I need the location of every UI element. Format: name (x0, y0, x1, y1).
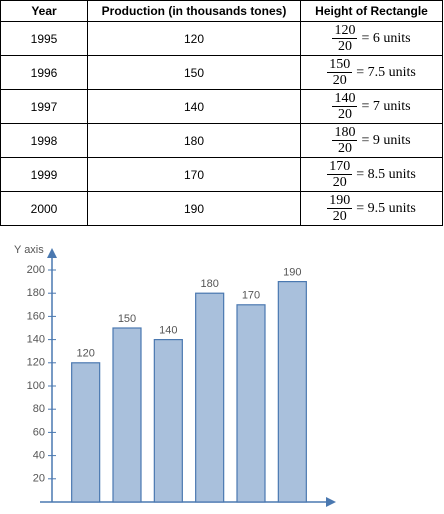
fraction: 190 20 (327, 193, 353, 224)
y-tick-label: 120 (27, 357, 45, 369)
y-tick-label: 40 (33, 450, 45, 462)
numerator: 190 (327, 193, 353, 209)
y-tick-label: 180 (27, 287, 45, 299)
table-body: 1995 120 120 20 = 6 units 1996 150 150 20 = 7.5 u… (0, 21, 443, 226)
fraction: 180 20 (332, 125, 358, 156)
production-cell: 180 (87, 123, 301, 158)
bar (277, 281, 307, 503)
data-label: 180 (200, 278, 218, 290)
y-tick-label: 80 (33, 403, 45, 415)
denominator: 20 (337, 107, 352, 122)
table-row: 1996 150 150 20 = 7.5 units (0, 55, 443, 90)
numerator: 180 (332, 125, 358, 141)
y-tick-label: 140 (27, 334, 45, 346)
height-cell: 120 20 = 6 units (300, 21, 443, 56)
denominator: 20 (332, 73, 347, 88)
y-axis-label: Y axis (14, 244, 44, 256)
data-label: 150 (118, 313, 136, 325)
height-cell: 190 20 = 9.5 units (300, 191, 443, 226)
height-cell: 150 20 = 7.5 units (300, 55, 443, 90)
table-row: 1998 180 180 20 = 9 units (0, 123, 443, 158)
y-axis-arrow (47, 248, 57, 258)
table-row: 1999 170 170 20 = 8.5 units (0, 157, 443, 192)
data-label: 120 (76, 348, 94, 360)
result: = 8.5 units (356, 166, 416, 182)
table-row: 2000 190 190 20 = 9.5 units (0, 191, 443, 226)
numerator: 150 (327, 57, 353, 73)
year-cell: 1996 (0, 55, 88, 90)
denominator: 20 (337, 39, 352, 54)
denominator: 20 (337, 141, 352, 156)
year-cell: 1997 (0, 89, 88, 124)
bar (112, 327, 142, 503)
result: = 6 units (361, 30, 411, 46)
numerator: 170 (327, 159, 353, 175)
production-cell: 190 (87, 191, 301, 226)
bar (71, 362, 101, 503)
result: = 9.5 units (356, 200, 416, 216)
production-cell: 120 (87, 21, 301, 56)
data-table: Year Production (in thousands tones) Hei… (0, 0, 443, 226)
fraction: 170 20 (327, 159, 353, 190)
y-tick-label: 20 (33, 473, 45, 485)
production-cell: 170 (87, 157, 301, 192)
x-axis-arrow (326, 497, 336, 507)
bar (153, 339, 183, 503)
year-cell: 1999 (0, 157, 88, 192)
y-tick-label: 100 (27, 380, 45, 392)
bar (236, 304, 266, 503)
data-label: 170 (242, 290, 260, 302)
y-tick-label: 200 (27, 264, 45, 276)
fraction: 150 20 (327, 57, 353, 88)
year-cell: 2000 (0, 191, 88, 226)
result: = 7 units (361, 98, 411, 114)
denominator: 20 (332, 209, 347, 224)
numerator: 140 (332, 91, 358, 107)
height-cell: 170 20 = 8.5 units (300, 157, 443, 192)
bar (195, 292, 225, 503)
fraction: 120 20 (332, 23, 358, 54)
y-tick-label: 160 (27, 310, 45, 322)
denominator: 20 (332, 175, 347, 190)
result: = 7.5 units (356, 64, 416, 80)
year-cell: 1998 (0, 123, 88, 158)
table-row: 1995 120 120 20 = 6 units (0, 21, 443, 56)
data-label: 140 (159, 325, 177, 337)
y-tick-label: 60 (33, 426, 45, 438)
fraction: 140 20 (332, 91, 358, 122)
result: = 9 units (361, 132, 411, 148)
production-cell: 150 (87, 55, 301, 90)
data-label: 190 (283, 267, 301, 279)
numerator: 120 (332, 23, 358, 39)
